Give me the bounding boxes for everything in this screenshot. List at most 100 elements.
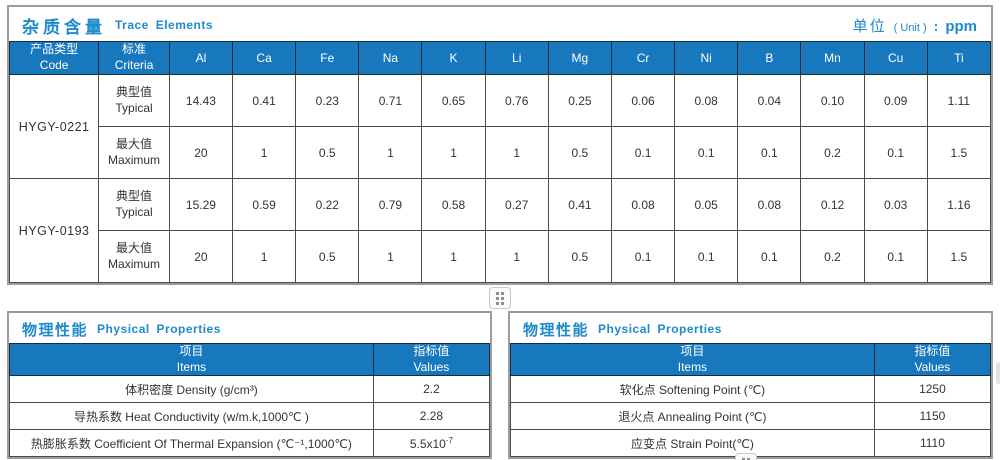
value-cell: 0.5 [547,230,612,283]
col-header-values: 指标值 Values [873,342,992,377]
value-cell: 0.41 [547,178,612,231]
unit-cn: 单位 [852,17,887,35]
value-cell: 15.29 [168,178,234,231]
table-row: 热膨胀系数 Coefficient Of Thermal Expansion (… [9,429,491,458]
value-cell: 1.5 [926,230,992,283]
physical-left-title-bar: 物理性能 Physical Properties [9,313,490,343]
value-cell: 0.1 [610,230,676,283]
value-cell: 0.79 [358,178,423,231]
value-cell: 0.1 [610,126,676,179]
table-row: 最大值 Maximum 20 1 0.5 1 1 1 0.5 0.1 0.1 0… [10,126,992,179]
criteria-cn: 最大值 [116,240,153,255]
unit-label: 单位 ( Unit ) : ppm [853,15,977,36]
physical-right-title-cn: 物理性能 [523,321,590,339]
criteria-cn: 典型值 [116,188,153,203]
criteria-cell: 最大值 Maximum [98,126,170,179]
drag-handle-icon[interactable] [735,453,757,460]
criteria-en: Maximum [108,256,161,271]
unit-colon: : [933,17,939,34]
col-header-code-cn: 产品类型 [30,42,79,57]
item-cell: 应变点 Strain Point(℃) [510,429,875,458]
trace-title-en: Trace Elements [115,18,214,32]
value-cell: 0.09 [863,74,928,127]
value-cell: 20 [168,126,234,179]
col-header-criteria: 标准 Criteria [98,41,170,75]
col-header-values-cn: 指标值 [413,344,450,358]
value-cell: 0.12 [800,178,865,231]
value-cell: 0.23 [295,74,360,127]
value-cell: 2.28 [372,402,491,431]
value-cell: 0.41 [232,74,297,127]
physical-properties-left-table: 项目 Items 指标值 Values 体积密度 Density (g/cm³)… [9,342,491,458]
phys-header-row: 项目 Items 指标值 Values [510,342,992,377]
value-cell: 0.59 [232,178,297,231]
criteria-en: Typical [115,204,153,219]
physical-left-title-en: Physical Properties [97,322,221,336]
table-row: 应变点 Strain Point(℃) 1110 [510,429,992,458]
value-cell: 0.1 [674,230,739,283]
col-header-element: Cu [863,41,928,75]
trace-elements-section: 杂质含量 Trace Elements 单位 ( Unit ) : ppm 产 [7,5,993,285]
table-row: HYGY-0193 典型值 Typical 15.29 0.59 0.22 0.… [8,178,992,283]
physical-left-title-cn: 物理性能 [22,321,89,339]
col-header-code: 产品类型 Code [8,41,100,75]
table-row: 退火点 Annealing Point (℃) 1150 [510,402,992,431]
value-cell: 0.08 [610,178,676,231]
col-header-element: K [421,41,486,75]
phys-header-row: 项目 Items 指标值 Values [9,342,491,377]
col-header-element: Mg [547,41,612,75]
value-cell: 0.1 [863,126,928,179]
value-cell: 0.04 [737,74,802,127]
criteria-cell: 最大值 Maximum [98,230,170,283]
table-row: 导热系数 Heat Conductivity (w/m.k,1000℃ ) 2.… [9,402,491,431]
value-cell: 0.5 [295,126,360,179]
value-cell: 0.1 [863,230,928,283]
col-header-element: Ca [232,41,297,75]
col-header-criteria-en: Criteria [114,58,154,72]
col-header-element: Na [358,41,423,75]
col-header-items-en: Items [677,359,708,374]
table-row: 软化点 Softening Point (℃) 1250 [510,375,992,404]
value-cell: 1250 [873,375,992,404]
physical-properties-right-table: 项目 Items 指标值 Values 软化点 Softening Point … [510,342,992,458]
item-cell: 退火点 Annealing Point (℃) [510,402,875,431]
value-cell: 1.11 [926,74,992,127]
col-header-element: B [737,41,802,75]
value-cell: 0.65 [421,74,486,127]
value-cell: 0.10 [800,74,865,127]
value-cell: 1 [232,230,297,283]
value-cell: 1.5 [926,126,992,179]
value-cell: 0.08 [737,178,802,231]
col-header-values-en: Values [413,359,450,374]
col-header-element: Ti [926,41,992,75]
value-cell: 20 [168,230,234,283]
value-cell: 0.27 [484,178,549,231]
value-cell: 0.58 [421,178,486,231]
col-header-element: Mn [800,41,865,75]
col-header-element: Li [484,41,549,75]
value-cell: 1 [358,126,423,179]
value-cell: 0.06 [610,74,676,127]
drag-handle-icon[interactable] [489,287,511,309]
item-cell: 热膨胀系数 Coefficient Of Thermal Expansion (… [9,429,374,458]
value-cell: 1 [484,230,549,283]
col-header-values-cn: 指标值 [914,344,951,358]
col-header-items-cn: 项目 [179,344,204,358]
unit-en: ( Unit ) [893,21,927,34]
col-header-items: 项目 Items [9,342,374,377]
col-header-items-en: Items [176,359,207,374]
drag-handle-icon[interactable] [996,362,1000,384]
col-header-element: Ni [674,41,739,75]
value-cell: 0.03 [863,178,928,231]
criteria-cell: 典型值 Typical [98,74,170,127]
value-cell: 1110 [873,429,992,458]
value-cell: 0.76 [484,74,549,127]
col-header-element: Al [168,41,234,75]
table-row: 体积密度 Density (g/cm³) 2.2 [9,375,491,404]
value-cell: 0.1 [737,230,802,283]
unit-value: ppm [945,17,977,35]
trace-elements-title-bar: 杂质含量 Trace Elements 单位 ( Unit ) : ppm [9,7,991,41]
criteria-en: Typical [115,100,153,115]
value-cell: 0.71 [358,74,423,127]
